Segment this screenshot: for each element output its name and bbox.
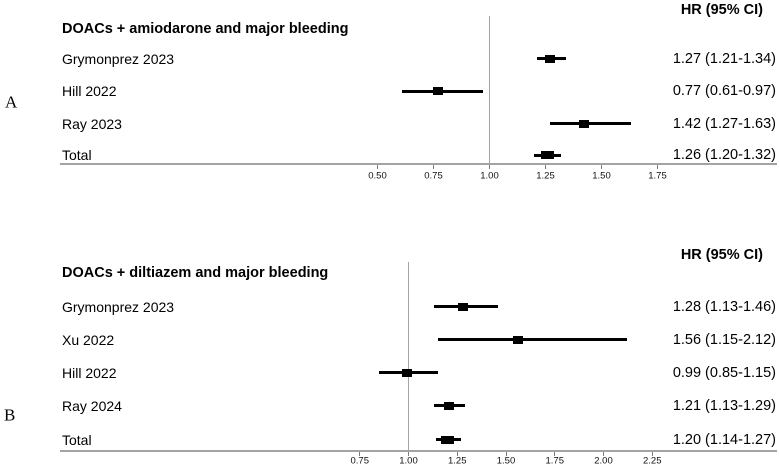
study-label: Grymonprez 2023 <box>62 298 175 315</box>
x-axis-tick-label: 1.75 <box>545 455 565 467</box>
x-axis-tick <box>505 452 507 456</box>
x-axis-tick <box>545 164 546 169</box>
point-marker <box>401 368 412 377</box>
x-axis-tick <box>657 164 658 169</box>
x-axis-tick <box>377 164 378 169</box>
hr-value: 1.26 (1.20-1.32) <box>672 146 776 163</box>
x-axis-tick-label: 1.00 <box>480 170 499 182</box>
hr-value: 0.77 (0.61-0.97) <box>672 82 776 99</box>
study-label: Hill 2022 <box>62 83 117 99</box>
x-axis-tick-label: 2.25 <box>643 455 662 467</box>
panel-letter-a: A <box>5 92 18 112</box>
point-marker <box>432 87 443 95</box>
x-axis-tick-label: 0.75 <box>424 170 443 182</box>
panel-title: DOACs + amiodarone and major bleeding <box>62 20 349 37</box>
study-label: Ray 2023 <box>62 115 122 132</box>
x-axis-tick-label: 1.50 <box>592 170 611 182</box>
x-axis-tick <box>456 452 458 456</box>
total-marker <box>541 151 555 159</box>
x-axis-tick <box>489 164 490 169</box>
x-axis-tick <box>601 164 602 169</box>
x-axis-tick-label: 1.00 <box>399 455 418 467</box>
x-axis-tick-label: 1.75 <box>648 170 667 182</box>
hr-column-header: HR (95% CI) <box>680 246 763 263</box>
x-axis-tick-label: 1.25 <box>536 170 555 182</box>
reference-line <box>407 262 410 451</box>
study-label: Total <box>62 431 92 448</box>
point-marker <box>458 302 469 311</box>
x-axis-line <box>60 450 777 452</box>
x-axis-tick <box>408 452 409 456</box>
x-axis-tick-label: 0.75 <box>350 455 370 467</box>
point-marker <box>544 54 555 63</box>
x-axis-tick <box>554 452 556 456</box>
x-axis-tick <box>651 452 653 456</box>
hr-column-header: HR (95% CI) <box>680 1 763 18</box>
x-axis-tick <box>433 164 434 169</box>
point-marker <box>578 119 589 128</box>
x-axis-tick-label: 1.50 <box>496 455 516 467</box>
point-marker <box>512 335 523 344</box>
x-axis-tick <box>603 452 604 456</box>
x-axis-tick-label: 0.50 <box>368 170 387 182</box>
study-label: Grymonprez 2023 <box>62 50 175 67</box>
hr-value: 1.28 (1.13-1.46) <box>672 298 776 315</box>
ci-line <box>549 122 631 125</box>
hr-value: 1.42 (1.27-1.63) <box>672 115 776 132</box>
study-label: Ray 2024 <box>62 397 122 414</box>
hr-value: 1.27 (1.21-1.34) <box>672 50 776 67</box>
hr-value: 0.99 (0.85-1.15) <box>672 364 776 381</box>
x-axis-tick-label: 2.00 <box>594 455 613 467</box>
panel-title: DOACs + diltiazem and major bleeding <box>62 264 329 281</box>
total-marker <box>441 435 454 444</box>
x-axis-tick <box>359 452 361 456</box>
x-axis-tick-label: 1.25 <box>448 455 467 467</box>
hr-value: 1.56 (1.15-2.12) <box>672 331 776 348</box>
study-label: Total <box>62 147 92 163</box>
study-label: Hill 2022 <box>62 364 117 381</box>
hr-value: 1.21 (1.13-1.29) <box>672 397 776 414</box>
ci-line <box>437 338 627 341</box>
point-marker <box>444 401 455 410</box>
panel-letter-b: B <box>4 405 16 425</box>
hr-value: 1.20 (1.14-1.27) <box>672 431 776 448</box>
x-axis-line <box>60 162 777 165</box>
study-label: Xu 2022 <box>62 331 115 348</box>
reference-line <box>488 16 491 164</box>
